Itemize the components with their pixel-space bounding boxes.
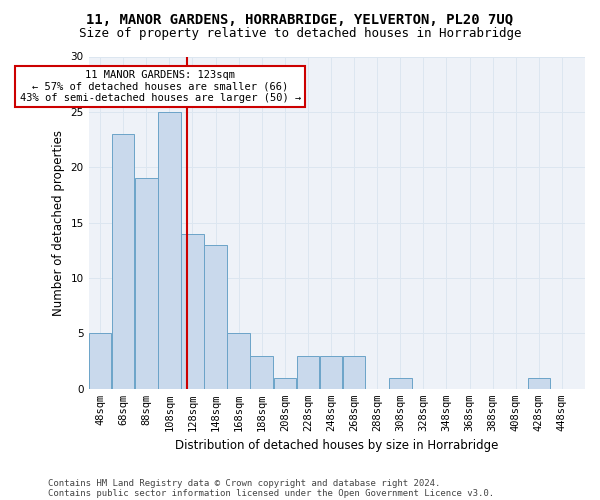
Text: Contains HM Land Registry data © Crown copyright and database right 2024.: Contains HM Land Registry data © Crown c… — [48, 478, 440, 488]
Bar — [158, 112, 181, 389]
X-axis label: Distribution of detached houses by size in Horrabridge: Distribution of detached houses by size … — [175, 440, 499, 452]
Text: Contains public sector information licensed under the Open Government Licence v3: Contains public sector information licen… — [48, 488, 494, 498]
Bar — [389, 378, 412, 389]
Bar — [250, 356, 273, 389]
Bar — [343, 356, 365, 389]
Bar — [227, 334, 250, 389]
Text: Size of property relative to detached houses in Horrabridge: Size of property relative to detached ho… — [79, 28, 521, 40]
Bar — [205, 245, 227, 389]
Bar — [112, 134, 134, 389]
Bar — [527, 378, 550, 389]
Text: 11 MANOR GARDENS: 123sqm
← 57% of detached houses are smaller (66)
43% of semi-d: 11 MANOR GARDENS: 123sqm ← 57% of detach… — [20, 70, 301, 103]
Bar — [320, 356, 342, 389]
Bar — [89, 334, 112, 389]
Bar — [135, 178, 158, 389]
Text: 11, MANOR GARDENS, HORRABRIDGE, YELVERTON, PL20 7UQ: 11, MANOR GARDENS, HORRABRIDGE, YELVERTO… — [86, 12, 514, 26]
Bar — [296, 356, 319, 389]
Y-axis label: Number of detached properties: Number of detached properties — [52, 130, 65, 316]
Bar — [274, 378, 296, 389]
Bar — [181, 234, 204, 389]
